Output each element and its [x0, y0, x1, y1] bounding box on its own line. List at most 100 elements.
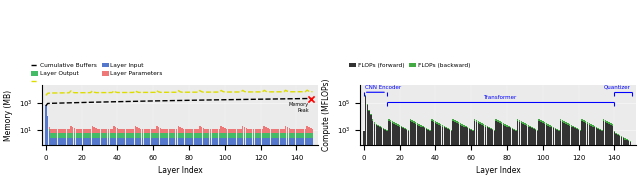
Bar: [68, 138, 70, 185]
Bar: [551, 126, 552, 127]
Bar: [280, 138, 281, 185]
Bar: [492, 130, 493, 185]
Bar: [571, 127, 572, 185]
Bar: [472, 131, 474, 185]
Bar: [267, 138, 269, 185]
Bar: [519, 120, 520, 122]
Bar: [201, 133, 202, 138]
Bar: [282, 129, 283, 133]
Bar: [235, 133, 236, 138]
Bar: [163, 133, 164, 138]
Bar: [165, 129, 166, 133]
Bar: [581, 121, 583, 185]
Bar: [608, 122, 610, 124]
Bar: [231, 129, 233, 133]
Bar: [599, 129, 601, 130]
Bar: [607, 123, 608, 185]
Bar: [589, 123, 590, 125]
Bar: [150, 138, 152, 185]
Bar: [56, 138, 58, 185]
Bar: [190, 133, 191, 138]
Bar: [141, 133, 143, 138]
Bar: [522, 124, 524, 185]
Bar: [100, 133, 102, 138]
Bar: [109, 133, 111, 138]
Bar: [372, 119, 374, 121]
Bar: [599, 130, 601, 185]
Bar: [115, 138, 116, 185]
Bar: [506, 127, 508, 185]
Bar: [567, 125, 568, 185]
Bar: [312, 133, 314, 138]
Bar: [152, 133, 154, 138]
Bar: [387, 130, 388, 131]
Bar: [542, 123, 543, 185]
Bar: [479, 124, 481, 185]
Bar: [303, 138, 305, 185]
Bar: [120, 129, 122, 133]
Bar: [246, 138, 247, 185]
Bar: [433, 120, 435, 122]
Bar: [583, 122, 585, 185]
Bar: [215, 138, 217, 185]
Bar: [177, 133, 179, 138]
Bar: [580, 131, 581, 185]
Bar: [378, 126, 379, 185]
Bar: [127, 129, 129, 133]
Bar: [419, 126, 420, 185]
Bar: [553, 128, 554, 185]
Bar: [122, 133, 124, 138]
Bar: [438, 123, 440, 125]
Bar: [422, 126, 424, 127]
Bar: [83, 138, 84, 185]
Bar: [68, 133, 70, 138]
Bar: [429, 131, 431, 185]
Bar: [221, 138, 222, 185]
Bar: [601, 131, 603, 185]
Bar: [134, 138, 136, 185]
Bar: [115, 133, 116, 138]
Bar: [285, 138, 287, 185]
Bar: [45, 105, 47, 185]
Bar: [79, 138, 81, 185]
Bar: [154, 129, 156, 133]
Bar: [292, 129, 294, 133]
Bar: [376, 124, 377, 125]
Bar: [476, 122, 477, 185]
Bar: [276, 138, 278, 185]
Bar: [118, 133, 120, 138]
Bar: [253, 133, 254, 138]
Bar: [118, 129, 120, 133]
Bar: [208, 133, 209, 138]
Bar: [226, 138, 227, 185]
Bar: [460, 125, 461, 185]
Bar: [221, 126, 222, 133]
Bar: [253, 129, 254, 133]
Bar: [197, 129, 199, 133]
Bar: [616, 134, 617, 185]
Bar: [291, 129, 292, 133]
Text: Memory
Peak: Memory Peak: [289, 102, 309, 113]
Bar: [372, 121, 374, 185]
Bar: [149, 138, 150, 185]
Legend: Cumulative Buffers, Layer Output, , Layer Input, Layer Parameters: Cumulative Buffers, Layer Output, , Laye…: [31, 63, 163, 85]
Bar: [49, 127, 50, 129]
Bar: [132, 129, 134, 133]
Bar: [104, 138, 106, 185]
Bar: [165, 138, 166, 185]
Bar: [262, 133, 263, 138]
Bar: [192, 133, 193, 138]
Bar: [150, 133, 152, 138]
Bar: [106, 133, 108, 138]
Bar: [544, 124, 545, 185]
Bar: [449, 129, 451, 130]
Bar: [490, 128, 492, 129]
Bar: [88, 133, 90, 138]
Bar: [422, 127, 424, 185]
Bar: [76, 129, 77, 133]
Bar: [420, 127, 422, 185]
Bar: [149, 133, 150, 138]
Bar: [433, 122, 435, 185]
Bar: [186, 129, 188, 133]
Bar: [598, 129, 599, 185]
